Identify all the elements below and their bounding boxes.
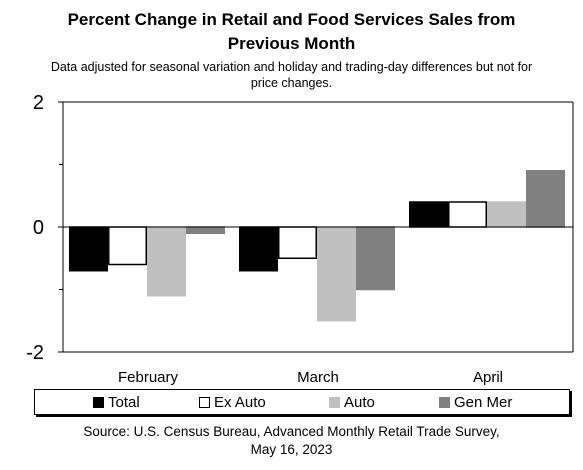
y-tick-label-2: 2 xyxy=(33,92,44,114)
bar-auto-february xyxy=(147,226,186,297)
bar-total-february xyxy=(69,226,108,272)
bar-gen-mer-march xyxy=(356,226,395,291)
chart-subtitle-line-2: price changes. xyxy=(250,76,333,90)
legend-swatch-gen-mer xyxy=(439,396,450,408)
chart-title-line-1: Percent Change in Retail and Food Servic… xyxy=(67,10,516,29)
x-tick-label-march: March xyxy=(297,369,339,386)
legend-label-gen-mer: Gen Mer xyxy=(454,393,513,411)
legend-item-gen-mer: Gen Mer xyxy=(439,390,512,414)
bar-gen-mer-april xyxy=(526,170,565,228)
bar-gen-mer-february xyxy=(186,226,225,234)
bar-ex-auto-february xyxy=(108,226,147,266)
source-line-1: Source: U.S. Census Bureau, Advanced Mon… xyxy=(83,424,500,439)
y-tick-label-1: 0 xyxy=(33,217,44,239)
x-tick-label-february: February xyxy=(118,369,179,386)
source-line-2: May 16, 2023 xyxy=(250,442,333,457)
source-note: Source: U.S. Census Bureau, Advanced Mon… xyxy=(0,423,583,459)
chart-legend: Total Ex Auto Auto Gen Mer xyxy=(34,389,570,415)
chart-subtitle-line-1: Data adjusted for seasonal variation and… xyxy=(50,60,533,74)
x-tick-label-april: April xyxy=(473,369,503,386)
legend-swatch-ex-auto xyxy=(199,396,210,408)
legend-label-ex-auto: Ex Auto xyxy=(214,393,266,411)
bar-ex-auto-april xyxy=(448,201,487,228)
legend-item-ex-auto: Ex Auto xyxy=(199,390,266,414)
legend-label-auto: Auto xyxy=(344,393,375,411)
chart-title: Percent Change in Retail and Food Servic… xyxy=(0,8,583,56)
legend-swatch-total xyxy=(93,396,104,408)
bar-auto-april xyxy=(487,201,526,228)
bar-total-april xyxy=(409,201,448,228)
bar-total-march xyxy=(239,226,278,272)
y-tick-label-0: -2 xyxy=(26,342,44,364)
legend-swatch-auto xyxy=(329,396,340,408)
legend-item-auto: Auto xyxy=(329,390,375,414)
bar-ex-auto-march xyxy=(278,226,317,259)
legend-label-total: Total xyxy=(108,393,140,411)
legend-item-total: Total xyxy=(93,390,140,414)
chart-subtitle: Data adjusted for seasonal variation and… xyxy=(0,59,583,91)
chart-title-line-2: Previous Month xyxy=(227,34,356,53)
bar-auto-march xyxy=(317,226,356,322)
